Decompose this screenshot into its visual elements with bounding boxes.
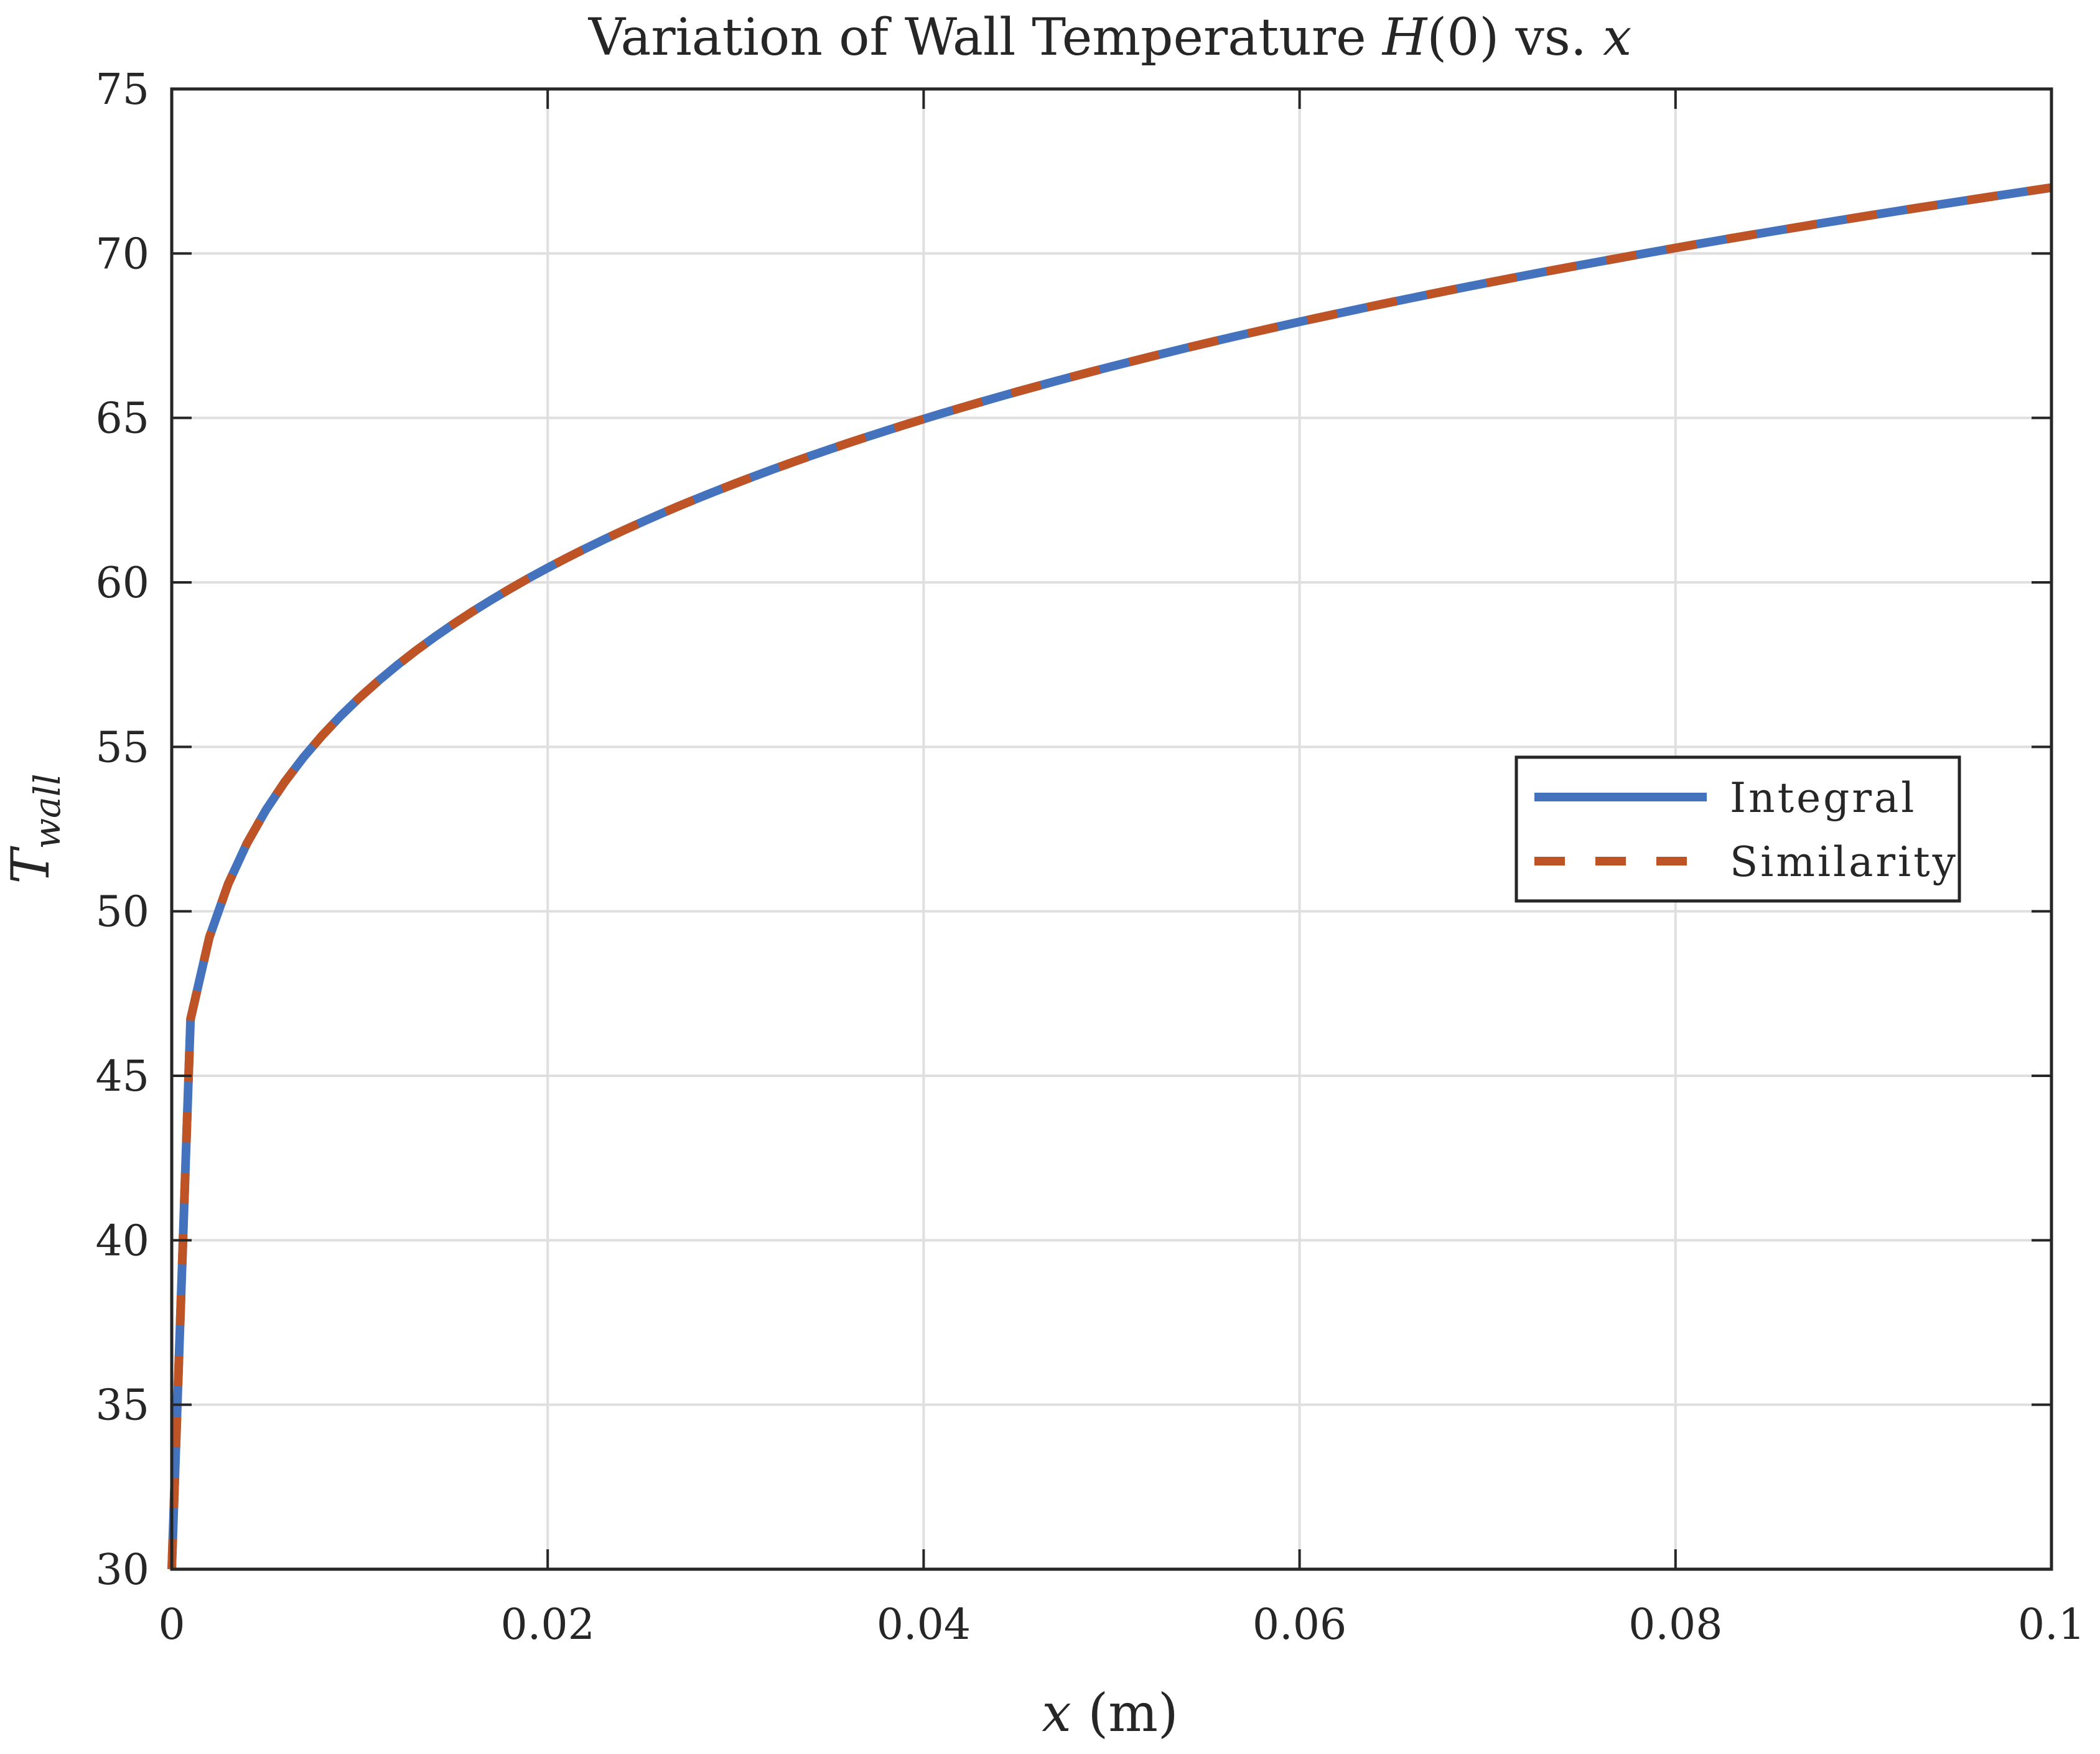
x-tick-label: 0.08 — [1628, 1600, 1722, 1649]
x-tick-label: 0.1 — [2018, 1600, 2085, 1649]
y-tick-label: 45 — [95, 1052, 149, 1101]
series-layer — [167, 183, 2053, 1570]
series-similarity — [167, 183, 2053, 1570]
y-tick-label: 55 — [95, 723, 149, 772]
y-tick-label: 50 — [95, 888, 149, 937]
y-tick-label: 35 — [95, 1381, 149, 1430]
y-tick-label: 65 — [95, 394, 149, 444]
y-tick-label: 60 — [95, 559, 149, 608]
legend: Integral Similarity — [1514, 755, 1961, 903]
legend-label-similarity: Similarity — [1730, 838, 1958, 886]
y-tick-label: 40 — [95, 1216, 149, 1266]
legend-label-integral: Integral — [1730, 774, 1916, 822]
legend-box — [1514, 755, 1961, 903]
y-tick-label: 75 — [95, 65, 149, 114]
x-tick-label: 0.04 — [877, 1600, 971, 1649]
y-axis-label: Twall — [0, 773, 68, 884]
chart-title: Variation of Wall Temperature H(0) vs. x — [588, 8, 1631, 67]
x-axis-label: x (m) — [1042, 1682, 1178, 1743]
y-tick-label: 30 — [95, 1546, 149, 1595]
y-tick-label: 70 — [95, 230, 149, 279]
x-tick-label: 0.02 — [500, 1600, 594, 1649]
y-tick-labels: 30 35 40 45 50 55 60 65 70 75 — [95, 65, 149, 1595]
axis-ticks — [170, 88, 2053, 1570]
x-tick-label: 0.06 — [1253, 1600, 1346, 1649]
x-tick-labels: 0 0.02 0.04 0.06 0.08 0.1 — [158, 1600, 2085, 1649]
axes-box — [170, 87, 2053, 1571]
grid-lines — [172, 89, 2051, 1569]
x-tick-label: 0 — [158, 1600, 185, 1649]
